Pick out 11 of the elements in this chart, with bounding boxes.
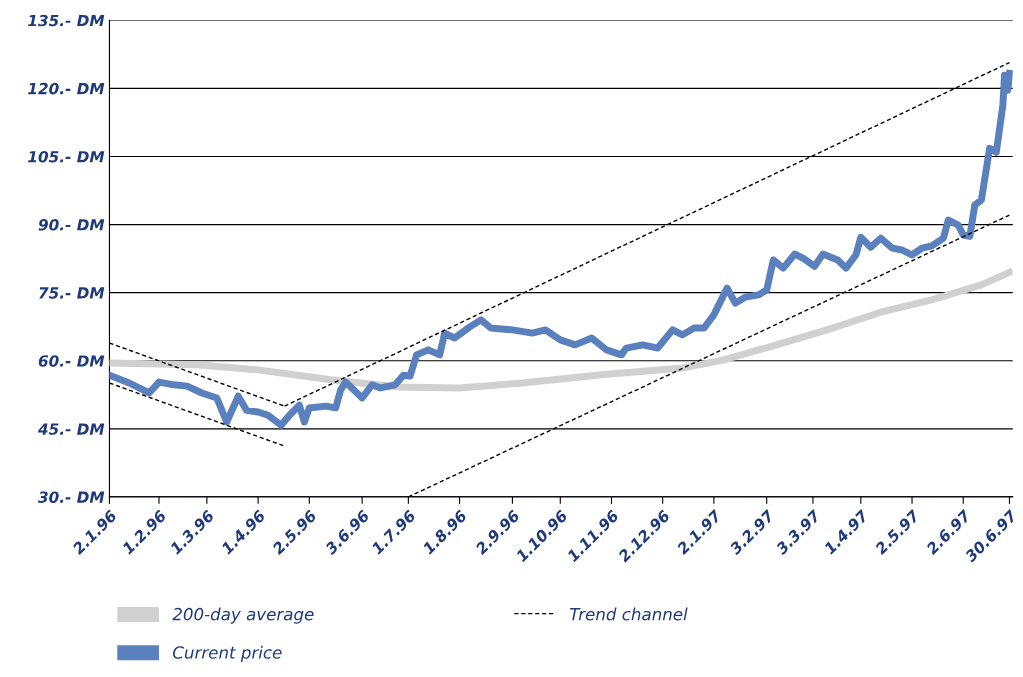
y-tick-label: 135.- DM [28, 14, 105, 27]
legend-label: 200-day average [172, 607, 314, 624]
y-tick-label: 30.- DM [37, 491, 105, 503]
y-tick-label: 105.- DM [28, 150, 105, 163]
y-tick-label: 75.- DM [39, 287, 105, 299]
legend-label: Current price [173, 645, 282, 662]
y-tick-label: 60.- DM [38, 355, 105, 367]
y-tick-label: 45.- DM [37, 423, 105, 435]
y-tick-label: 90.- DM [38, 219, 105, 231]
legend-label: Trend channel [570, 607, 688, 621]
y-tick-label: 120.- DM [28, 82, 105, 95]
